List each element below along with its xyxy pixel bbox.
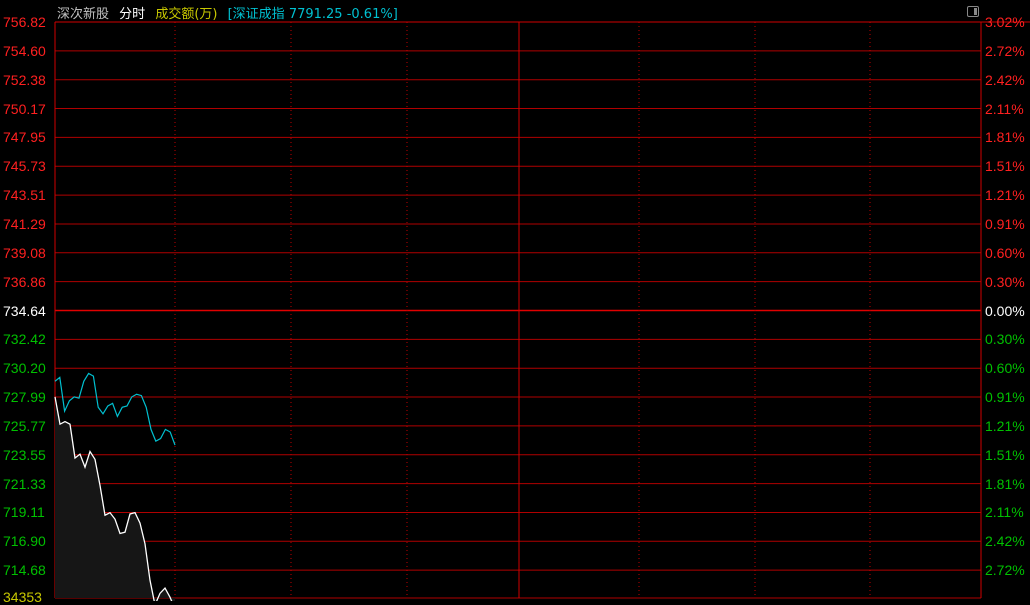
price-tick: 756.82: [3, 14, 46, 30]
price-tick: 754.60: [3, 42, 46, 59]
pct-tick: 0.00%: [985, 302, 1025, 319]
price-tick: 745.73: [3, 158, 46, 175]
pct-tick: 0.91%: [985, 389, 1025, 406]
pct-tick: 3.02%: [985, 14, 1025, 30]
pct-tick: 1.81%: [985, 129, 1025, 146]
pct-tick: 0.60%: [985, 244, 1025, 261]
price-tick: 727.99: [3, 389, 46, 406]
indicator-label[interactable]: 成交额(万): [155, 7, 218, 22]
price-line: [54, 396, 173, 601]
pct-tick: 1.51%: [985, 446, 1025, 463]
price-tick: 716.90: [3, 533, 46, 550]
price-tick: 723.55: [3, 446, 46, 463]
price-tick: 752.38: [3, 71, 46, 88]
price-tick: 747.95: [3, 129, 46, 146]
price-area: [55, 396, 175, 601]
price-tick: 721.33: [3, 475, 46, 492]
price-tick: 734.64: [3, 302, 46, 319]
average-price-line: [54, 372, 176, 446]
price-tick: 730.20: [3, 360, 46, 377]
price-tick: 719.11: [3, 504, 45, 521]
pct-tick: 1.51%: [985, 158, 1025, 175]
volume-label: 34353: [3, 589, 42, 605]
pct-tick: 1.21%: [985, 417, 1025, 434]
price-tick: 743.51: [3, 187, 46, 204]
pct-tick: 0.30%: [985, 331, 1025, 348]
pct-tick: 2.11%: [985, 504, 1024, 521]
price-tick: 736.86: [3, 273, 46, 290]
maximize-icon[interactable]: [967, 6, 979, 17]
price-tick: 732.42: [3, 331, 46, 348]
pct-tick: 2.42%: [985, 533, 1025, 550]
pct-tick: 2.72%: [985, 42, 1025, 59]
mode-label[interactable]: 分时: [119, 7, 146, 22]
pct-tick: 0.60%: [985, 360, 1025, 377]
price-tick: 714.68: [3, 562, 46, 579]
pct-tick: 0.30%: [985, 273, 1025, 290]
chart-header: 深次新股 分时 成交额(万) [深证成指 7791.25 -0.61%]: [57, 3, 404, 22]
price-tick: 739.08: [3, 244, 46, 261]
pct-tick: 1.21%: [985, 187, 1025, 204]
sector-name: 深次新股: [57, 7, 110, 22]
price-tick: 725.77: [3, 417, 46, 434]
pct-tick: 2.11%: [985, 100, 1024, 117]
pct-tick: 2.72%: [985, 562, 1025, 579]
pct-tick: 1.81%: [985, 475, 1025, 492]
pct-tick: 2.42%: [985, 71, 1025, 88]
price-tick: 750.17: [3, 100, 46, 117]
index-info: [深证成指 7791.25 -0.61%]: [227, 7, 398, 22]
price-tick: 741.29: [3, 215, 46, 232]
pct-tick: 0.91%: [985, 215, 1025, 232]
